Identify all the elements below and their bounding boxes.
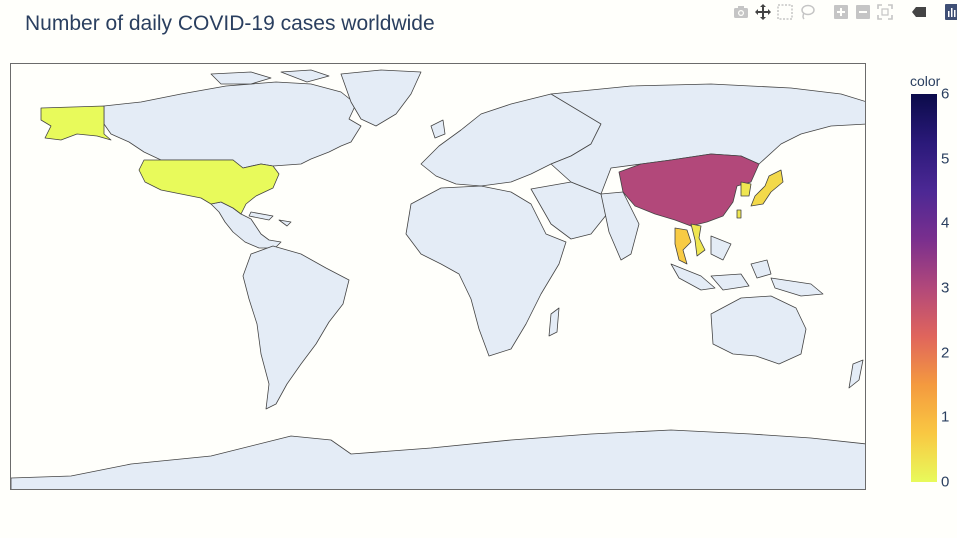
colorbar-tick-label: 4 [941,214,950,232]
country-vietnam[interactable] [690,223,706,257]
arctic-islands [210,69,330,85]
new-zealand-landmass [848,359,864,389]
pan-icon[interactable] [755,4,771,20]
chart-title: Number of daily COVID-19 cases worldwide [25,12,435,35]
colorbar-tick-label: 0 [941,473,950,491]
hover-icon[interactable] [911,4,927,20]
greenland-landmass [340,69,422,127]
colorbar [911,94,937,482]
sea-islands [670,259,824,297]
country-japan[interactable] [750,169,784,207]
country-south-korea[interactable] [740,181,752,197]
country-taiwan[interactable] [736,209,742,219]
colorbar-tick-label: 5 [941,150,950,168]
zoom-out-icon[interactable] [855,4,871,20]
colorbar-tick-label: 1 [941,408,950,426]
world-map[interactable] [10,63,866,490]
colorbar-tick-label: 2 [941,344,950,362]
australia-landmass [710,295,807,365]
country-united-states[interactable] [138,159,280,215]
antarctica-landmass [11,429,865,489]
lasso-icon[interactable] [799,4,815,20]
country-thailand[interactable] [674,227,692,265]
country-china[interactable] [618,153,760,227]
modebar [733,3,957,21]
caribbean-islands [248,211,292,227]
country-alaska[interactable] [40,105,112,141]
reset-icon[interactable] [877,4,893,20]
africa-landmass [405,185,567,357]
colorbar-title: color [910,73,941,89]
south-america-landmass [242,245,350,410]
plotly-logo-icon[interactable] [945,4,957,20]
camera-icon[interactable] [733,4,749,20]
box-select-icon[interactable] [777,4,793,20]
colorbar-tick-label: 6 [941,85,950,103]
zoom-in-icon[interactable] [833,4,849,20]
colorbar-tick-label: 3 [941,279,950,297]
